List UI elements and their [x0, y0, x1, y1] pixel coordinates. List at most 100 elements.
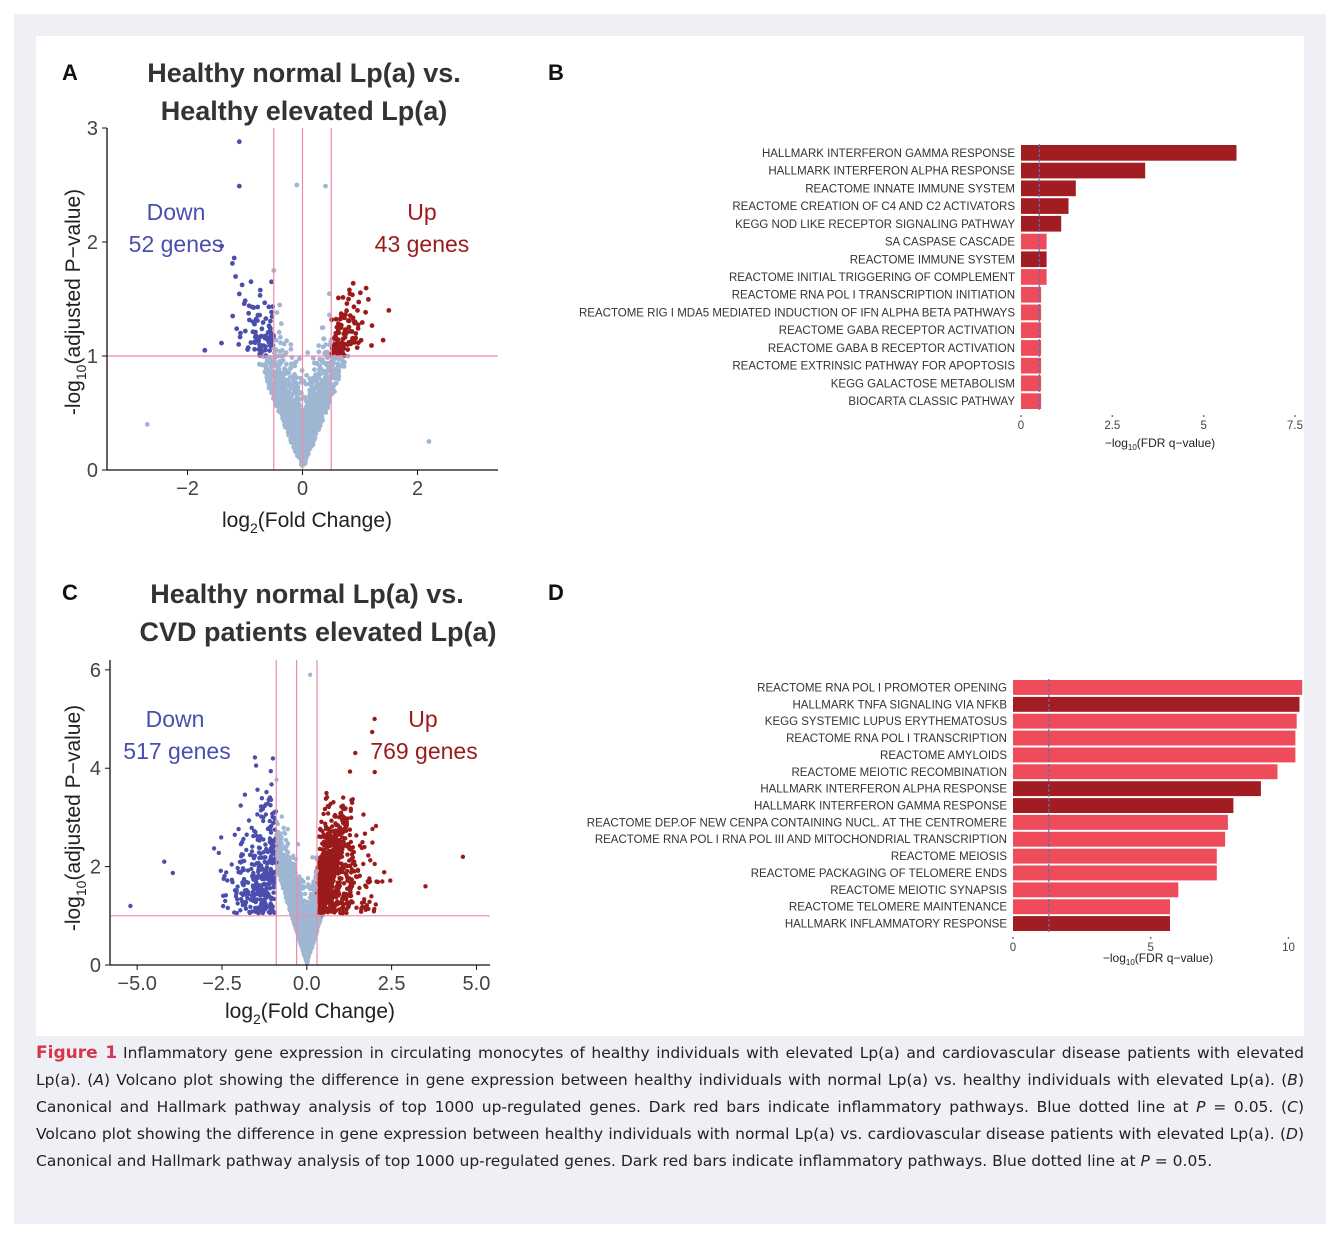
gene-point-down	[233, 274, 239, 279]
gene-point-down	[271, 810, 277, 815]
gene-point-down	[253, 829, 258, 835]
gene-point	[288, 898, 293, 903]
gene-point	[276, 362, 282, 368]
gene-point	[325, 361, 331, 366]
gene-point-up	[347, 833, 353, 838]
gene-point	[276, 408, 282, 413]
gene-point	[291, 418, 297, 424]
x-tick-label: 7.5	[1287, 420, 1303, 432]
gene-point	[311, 879, 316, 884]
gene-points	[128, 672, 466, 965]
gene-point-down	[252, 755, 258, 760]
gene-point	[309, 414, 315, 420]
gene-point	[284, 843, 290, 848]
gene-point-up	[334, 834, 339, 839]
panel-c-letter: C	[62, 580, 78, 605]
panel-b-pathway-bar-chart: HALLMARK INTERFERON GAMMA RESPONSEHALLMA…	[579, 144, 1303, 432]
gene-point-down	[255, 312, 261, 318]
pathway-label: REACTOME GABA RECEPTOR ACTIVATION	[779, 325, 1015, 337]
gene-point	[280, 846, 285, 851]
gene-point-up	[354, 345, 360, 350]
gene-point-down	[202, 347, 208, 353]
gene-point	[302, 435, 308, 441]
gene-point-up	[360, 840, 365, 845]
gene-point	[282, 830, 287, 835]
gene-point	[322, 395, 328, 400]
gene-point	[282, 882, 287, 887]
gene-point-up	[346, 296, 351, 302]
gene-point-down	[256, 905, 261, 911]
gene-point-down	[271, 815, 277, 820]
gene-point	[288, 870, 293, 875]
gene-point-down	[269, 279, 274, 285]
gene-point-up	[336, 840, 342, 845]
gene-point	[294, 182, 300, 188]
gene-point-down	[269, 875, 274, 880]
gene-point-up	[347, 858, 352, 863]
gene-point-down	[267, 910, 273, 916]
gene-point-up	[324, 790, 329, 796]
gene-point-down	[236, 291, 242, 297]
gene-point-down	[255, 304, 261, 310]
gene-point-down	[256, 347, 262, 352]
gene-point-down	[250, 319, 256, 325]
gene-point	[264, 374, 270, 380]
gene-point-down	[235, 884, 240, 889]
pathway-label: KEGG NOD LIKE RECEPTOR SIGNALING PATHWAY	[735, 219, 1015, 231]
gene-point-down	[239, 891, 244, 896]
gene-point-down	[236, 139, 242, 145]
gene-point-down	[223, 898, 228, 904]
gene-point	[322, 375, 328, 380]
gene-point-down	[236, 342, 242, 347]
gene-point-up	[344, 910, 349, 916]
gene-point-down	[262, 859, 267, 865]
gene-point-up	[345, 852, 350, 857]
gene-point-down	[259, 326, 265, 332]
gene-point-down	[269, 309, 274, 315]
gene-point	[317, 388, 322, 394]
gene-point-down	[269, 333, 274, 338]
gene-point-up	[321, 842, 327, 848]
gene-point	[292, 861, 297, 867]
gene-point	[283, 350, 289, 356]
gene-point-down	[241, 867, 247, 873]
panel-a-up-count: 43 genes	[375, 231, 470, 257]
gene-point-up	[370, 729, 375, 735]
gene-point-down	[253, 316, 259, 322]
gene-point-down	[268, 769, 273, 774]
gene-point-up	[344, 820, 349, 826]
gene-point-up	[362, 844, 367, 850]
gene-point	[288, 346, 294, 352]
gene-point	[278, 400, 284, 406]
gene-point	[293, 436, 298, 442]
gene-point	[276, 329, 282, 335]
gene-point-up	[345, 318, 351, 323]
gene-point-down	[253, 905, 258, 911]
gene-point-up	[386, 308, 392, 313]
gene-point-down	[264, 336, 269, 342]
gene-point-up	[340, 909, 346, 915]
gene-point	[278, 872, 283, 877]
gene-point-up	[362, 831, 368, 836]
gene-point-down	[267, 348, 272, 353]
x-tick-label: 5	[1200, 420, 1206, 432]
gene-point-up	[346, 841, 351, 847]
gene-point	[290, 408, 295, 414]
gene-point	[269, 375, 275, 381]
gene-point	[262, 369, 268, 375]
gene-point-down	[249, 825, 254, 830]
gene-point	[266, 380, 272, 386]
gene-point	[310, 855, 315, 860]
gene-point	[303, 448, 309, 454]
gene-point	[288, 342, 294, 347]
gene-point	[323, 368, 329, 374]
gene-point-down	[272, 910, 277, 915]
gene-point	[311, 379, 317, 384]
gene-point	[309, 944, 314, 950]
gene-point-down	[253, 891, 258, 897]
gene-point-up	[323, 796, 329, 801]
gene-point-up	[333, 828, 338, 833]
gene-point	[273, 337, 279, 343]
gene-point-up	[364, 884, 369, 890]
